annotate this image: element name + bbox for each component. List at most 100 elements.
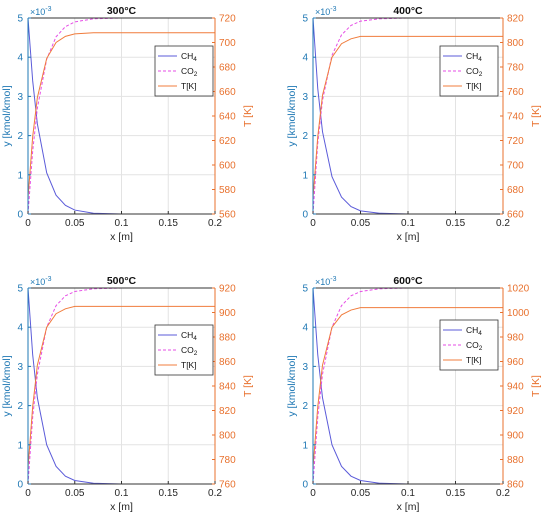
legend-label: CO2 bbox=[466, 66, 483, 78]
left-y-tick-label: 0 bbox=[302, 210, 308, 221]
legend-label: CO2 bbox=[181, 345, 198, 357]
right-y-tick-label: 1000 bbox=[507, 308, 530, 319]
legend-label-main: CH bbox=[466, 51, 478, 61]
right-y-tick-label: 680 bbox=[507, 185, 524, 196]
x-tick-label: 0.2 bbox=[496, 488, 510, 499]
legend-label-main: T[K] bbox=[181, 81, 197, 91]
right-y-tick-label: 580 bbox=[219, 185, 236, 196]
legend-label: CH4 bbox=[181, 51, 197, 63]
chart-title: 400°C bbox=[393, 5, 423, 17]
left-y-tick-label: 2 bbox=[302, 401, 308, 412]
x-tick-label: 0 bbox=[310, 488, 316, 499]
right-y-tick-label: 900 bbox=[507, 431, 524, 442]
left-y-tick-label: 3 bbox=[17, 362, 23, 373]
left-y-tick-label: 5 bbox=[17, 14, 23, 25]
legend: CH4 CO2 T[K] bbox=[439, 45, 499, 97]
right-y-tick-label: 700 bbox=[507, 161, 524, 172]
left-y-axis-label: y [kmol/kmol] bbox=[286, 85, 298, 146]
right-y-tick-label: 800 bbox=[219, 431, 236, 442]
left-y-tick-label: 1 bbox=[17, 440, 23, 451]
legend-label: CO2 bbox=[181, 66, 198, 78]
left-y-tick-label: 3 bbox=[302, 362, 308, 373]
legend-label: CH4 bbox=[466, 325, 482, 337]
legend: CH4 CO2 T[K] bbox=[154, 324, 214, 376]
legend-label-subscript: 4 bbox=[478, 56, 482, 63]
exponent-power: -3 bbox=[330, 6, 336, 13]
right-y-tick-label: 660 bbox=[219, 87, 236, 98]
legend-label-subscript: 4 bbox=[193, 56, 197, 63]
legend-label-main: T[K] bbox=[466, 355, 482, 365]
x-tick-label: 0 bbox=[25, 488, 31, 499]
right-y-tick-label: 640 bbox=[219, 112, 236, 123]
x-tick-label: 0.05 bbox=[351, 218, 371, 229]
right-y-tick-label: 760 bbox=[507, 87, 524, 98]
legend-label-subscript: 2 bbox=[194, 350, 198, 357]
legend-label-subscript: 2 bbox=[479, 71, 483, 78]
legend-label-main: T[K] bbox=[181, 360, 197, 370]
x-tick-label: 0.1 bbox=[401, 488, 415, 499]
exponent-label: ×10-3 bbox=[30, 6, 52, 17]
right-y-tick-label: 660 bbox=[507, 210, 524, 221]
legend-label-subscript: 4 bbox=[193, 335, 197, 342]
left-y-tick-label: 2 bbox=[302, 131, 308, 142]
chart-title: 300°C bbox=[107, 5, 137, 17]
exponent-power: -3 bbox=[330, 276, 336, 283]
x-axis-label: x [m] bbox=[110, 231, 133, 243]
left-y-tick-label: 1 bbox=[302, 440, 308, 451]
subplot-2: 0 0.05 0.1 0.15 0.2 0 1 2 3 4 5 660 680 700 720 740 760 7… bbox=[286, 5, 542, 243]
series-line-2 bbox=[312, 35, 503, 199]
legend-label: T[K] bbox=[466, 81, 482, 91]
right-y-tick-label: 800 bbox=[507, 38, 524, 49]
right-y-tick-label: 600 bbox=[219, 161, 236, 172]
x-tick-label: 0.05 bbox=[65, 488, 85, 499]
series-line-1 bbox=[312, 17, 503, 215]
right-y-tick-label: 680 bbox=[219, 63, 236, 74]
left-y-tick-label: 5 bbox=[302, 284, 308, 295]
right-y-axis-label: T [K] bbox=[242, 375, 254, 397]
left-y-axis-label: y [kmol/kmol] bbox=[1, 355, 13, 416]
x-axis-label: x [m] bbox=[397, 501, 420, 513]
x-axis-label: x [m] bbox=[110, 501, 133, 513]
legend-label: T[K] bbox=[466, 355, 482, 365]
x-tick-label: 0.2 bbox=[208, 218, 222, 229]
x-tick-label: 0.1 bbox=[115, 488, 129, 499]
left-y-tick-label: 4 bbox=[17, 53, 23, 64]
x-tick-label: 0.2 bbox=[208, 488, 222, 499]
left-y-tick-label: 4 bbox=[17, 323, 23, 334]
right-y-tick-label: 880 bbox=[507, 455, 524, 466]
right-y-tick-label: 700 bbox=[219, 38, 236, 49]
x-tick-label: 0.1 bbox=[115, 218, 129, 229]
exponent-power: -3 bbox=[45, 276, 51, 283]
legend-label-main: CH bbox=[181, 330, 193, 340]
left-y-tick-label: 3 bbox=[302, 92, 308, 103]
x-tick-label: 0 bbox=[310, 218, 316, 229]
chart-title: 500°C bbox=[107, 275, 137, 287]
legend-label-subscript: 4 bbox=[478, 330, 482, 337]
right-y-tick-label: 860 bbox=[507, 480, 524, 491]
right-y-tick-label: 840 bbox=[219, 382, 236, 393]
series-line-2 bbox=[27, 32, 215, 199]
exponent-base: ×10 bbox=[315, 277, 330, 287]
exponent-base: ×10 bbox=[30, 7, 45, 17]
exponent-label: ×10-3 bbox=[315, 276, 337, 287]
x-tick-label: 0.15 bbox=[446, 218, 466, 229]
legend-label-subscript: 2 bbox=[479, 345, 483, 352]
right-y-tick-label: 920 bbox=[507, 406, 524, 417]
legend-label-subscript: 2 bbox=[194, 71, 198, 78]
left-y-tick-label: 4 bbox=[302, 53, 308, 64]
left-y-axis-label: y [kmol/kmol] bbox=[286, 355, 298, 416]
x-tick-label: 0.15 bbox=[446, 488, 466, 499]
right-y-tick-label: 940 bbox=[507, 382, 524, 393]
subplot-3: 0 0.05 0.1 0.15 0.2 0 1 2 3 4 5 760 780 800 820 840 860 8… bbox=[1, 275, 254, 513]
right-y-tick-label: 880 bbox=[219, 333, 236, 344]
right-y-tick-label: 780 bbox=[219, 455, 236, 466]
left-y-tick-label: 4 bbox=[302, 323, 308, 334]
series-line-1 bbox=[27, 287, 215, 485]
series-line-1 bbox=[312, 287, 503, 485]
right-y-tick-label: 1020 bbox=[507, 284, 530, 295]
subplot-4: 0 0.05 0.1 0.15 0.2 0 1 2 3 4 5 860 880 900 920 940 960 9… bbox=[286, 275, 542, 513]
legend-label: T[K] bbox=[181, 360, 197, 370]
x-axis-label: x [m] bbox=[397, 231, 420, 243]
right-y-axis-label: T [K] bbox=[530, 375, 542, 397]
